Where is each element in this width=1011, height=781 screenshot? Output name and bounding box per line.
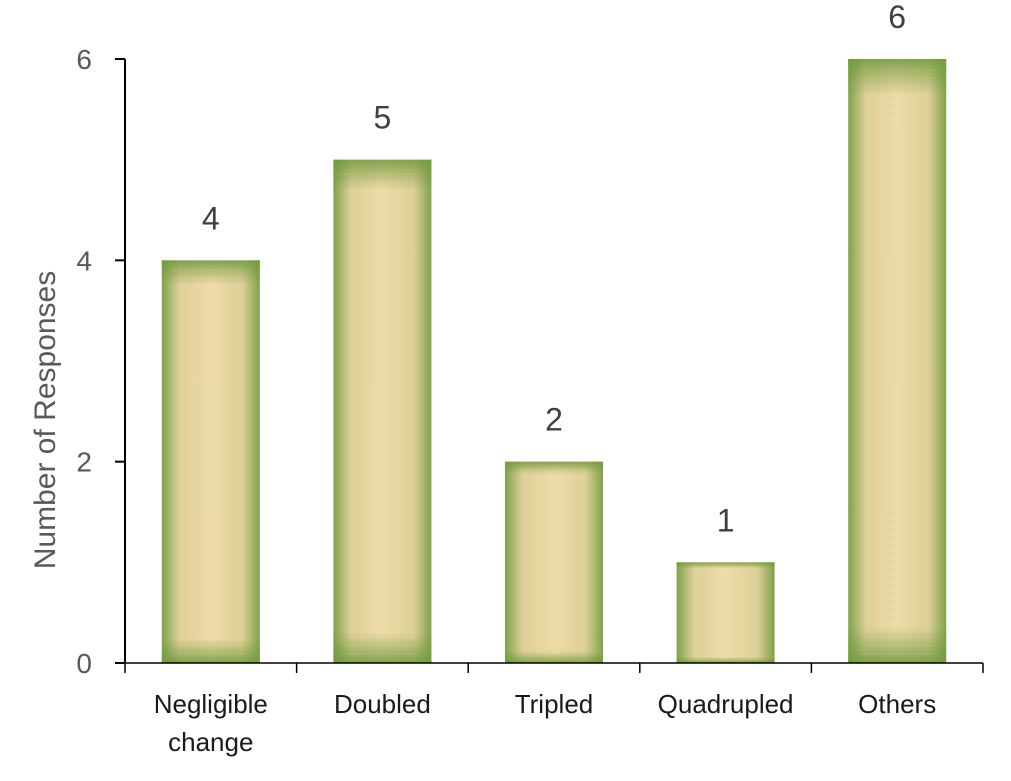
bar-texture bbox=[515, 469, 593, 655]
category-label: Doubled bbox=[334, 689, 431, 719]
y-tick-label: 6 bbox=[76, 44, 92, 75]
labels-layer: 4 Negligible change 5 Doubled 2 Tripled 1 Quadru… bbox=[76, 0, 936, 757]
bar-texture bbox=[686, 570, 765, 655]
bar bbox=[333, 159, 432, 663]
bar bbox=[505, 461, 603, 663]
data-label: 2 bbox=[545, 402, 563, 438]
y-tick-label: 0 bbox=[76, 648, 92, 679]
y-axis-title: Number of Responses bbox=[29, 271, 62, 569]
bar-texture bbox=[171, 268, 250, 655]
bar-texture bbox=[343, 167, 422, 655]
y-tick-label: 2 bbox=[76, 447, 92, 478]
bar bbox=[676, 562, 775, 663]
category-label: Quadrupled bbox=[658, 689, 794, 719]
category-label: Negligible change bbox=[154, 689, 268, 757]
y-tick-label: 4 bbox=[76, 245, 92, 276]
bar-texture bbox=[858, 67, 937, 655]
category-label: Tripled bbox=[515, 689, 594, 719]
bars-layer bbox=[161, 59, 947, 663]
data-label: 6 bbox=[888, 0, 906, 35]
bar bbox=[161, 260, 260, 663]
axes-layer bbox=[115, 58, 984, 673]
data-label: 1 bbox=[717, 502, 735, 538]
category-label: Others bbox=[858, 689, 936, 719]
data-label: 5 bbox=[374, 100, 392, 136]
bar bbox=[848, 59, 947, 663]
data-label: 4 bbox=[202, 200, 220, 236]
